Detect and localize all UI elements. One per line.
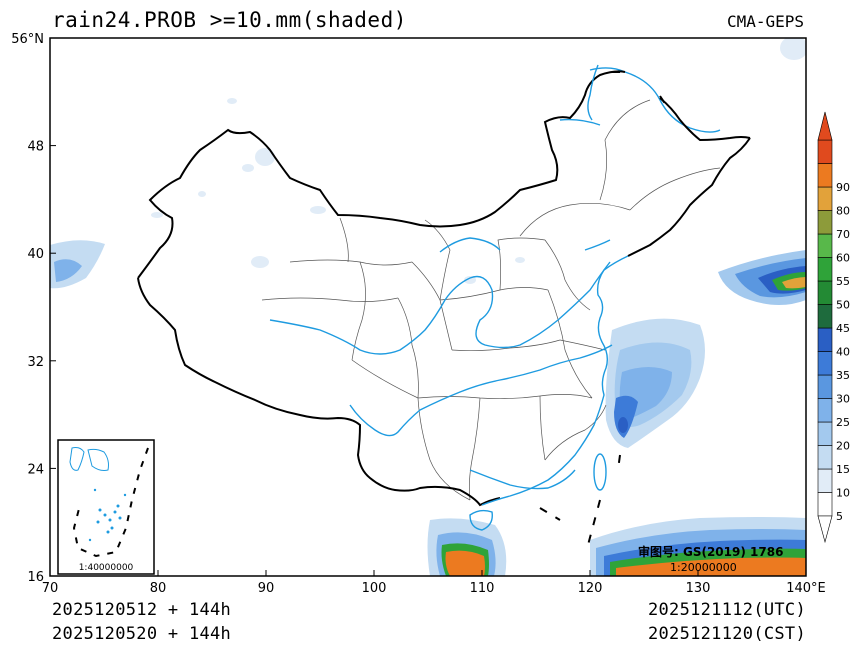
south-china-sea-inset: 1:40000000 <box>57 439 155 575</box>
colorbar-swatch <box>817 421 833 446</box>
colorbar-level-label: 70 <box>836 228 850 241</box>
map-title: rain24.PROB >=10.mm(shaded) <box>52 8 407 32</box>
colorbar-level-label: 60 <box>836 252 850 265</box>
colorbar-max-arrow <box>817 111 833 141</box>
colorbar-swatch <box>817 304 833 329</box>
map-approval-number: 审图号: GS(2019) 1786 <box>638 544 783 559</box>
colorbar-min-arrow <box>817 515 833 544</box>
colorbar-swatch <box>817 186 833 211</box>
colorbar-level-label: 5 <box>836 510 843 523</box>
lat-tick-label: 40 <box>27 247 44 262</box>
lon-tick-label: 110 <box>470 581 495 596</box>
colorbar-level-label: 80 <box>836 205 850 218</box>
colorbar-level-label: 40 <box>836 346 850 359</box>
colorbar-level-label: 20 <box>836 440 850 453</box>
colorbar-swatch <box>817 233 833 258</box>
probability-shading <box>50 38 806 576</box>
longitude-axis: 70 80 90 100 110 120 130 140°E <box>42 570 826 596</box>
province-borders <box>261 99 721 501</box>
lat-tick-label: 48 <box>27 140 44 155</box>
colorbar-swatch <box>817 327 833 352</box>
lon-tick-label: 120 <box>578 581 603 596</box>
colorbar-swatch <box>817 257 833 282</box>
latitude-axis: 16 24 32 40 48 56°N <box>11 32 56 585</box>
colorbar-swatch <box>817 398 833 423</box>
coastline <box>469 64 629 531</box>
rivers <box>269 67 721 490</box>
colorbar-swatch <box>817 351 833 376</box>
national-border <box>137 70 751 507</box>
map-scale-label: 1:20000000 <box>670 561 737 574</box>
colorbar-swatch <box>817 163 833 188</box>
colorbar-level-label: 15 <box>836 463 850 476</box>
forecast-map: 70 80 90 100 110 120 130 140°E 16 24 32 40 48 56°N 1… <box>11 32 850 596</box>
model-source-label: CMA-GEPS <box>726 12 804 31</box>
lon-tick-label: 130 <box>686 581 711 596</box>
maritime-dashes <box>539 71 669 546</box>
colorbar-level-label: 50 <box>836 299 850 312</box>
lon-tick-label: 140°E <box>786 581 826 596</box>
valid-time-utc: 2025121112(UTC) <box>647 600 806 620</box>
colorbar-swatch <box>817 139 833 164</box>
lon-tick-label: 80 <box>150 581 167 596</box>
colorbar-level-label: 90 <box>836 181 850 194</box>
lat-tick-label: 32 <box>27 355 44 370</box>
init-time-cst: 2025120520 + 144h <box>52 624 232 644</box>
colorbar-swatch <box>817 374 833 399</box>
colorbar-level-label: 10 <box>836 487 850 500</box>
colorbar-swatch <box>817 445 833 470</box>
colorbar-level-label: 55 <box>836 275 850 288</box>
colorbar-swatch <box>817 280 833 305</box>
colorbar-swatch <box>817 492 833 517</box>
init-time-utc: 2025120512 + 144h <box>52 600 232 620</box>
map-frame <box>49 37 807 577</box>
inset-scale-label: 1:40000000 <box>79 563 134 573</box>
colorbar-level-label: 35 <box>836 369 850 382</box>
lat-tick-label: 16 <box>27 570 44 585</box>
colorbar-level-label: 25 <box>836 416 850 429</box>
colorbar-swatch <box>817 210 833 235</box>
lon-tick-label: 90 <box>258 581 275 596</box>
colorbar-swatch <box>817 468 833 493</box>
valid-time-cst: 2025121120(CST) <box>647 624 806 644</box>
lon-tick-label: 70 <box>42 581 59 596</box>
lat-tick-label: 56°N <box>11 32 44 47</box>
colorbar-level-label: 45 <box>836 322 850 335</box>
probability-colorbar: 5 10 15 20 25 30 35 40 45 50 55 60 70 80 90 <box>817 111 850 544</box>
lat-tick-label: 24 <box>27 462 44 477</box>
colorbar-level-label: 30 <box>836 393 850 406</box>
lon-tick-label: 100 <box>362 581 387 596</box>
